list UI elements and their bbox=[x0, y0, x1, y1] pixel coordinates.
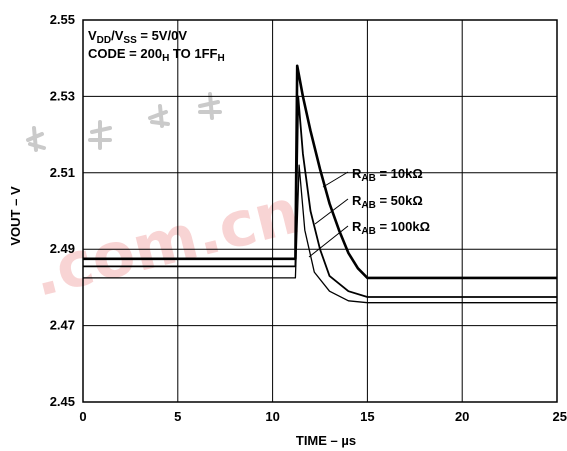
series-line bbox=[83, 164, 557, 304]
condition-code: CODE = 200H TO 1FFH bbox=[88, 46, 225, 64]
condition-supply: VDD/VSS = 5V/0V bbox=[88, 28, 187, 46]
plot-frame bbox=[82, 19, 558, 403]
x-tick-labels: 0 5 10 15 20 25 bbox=[79, 409, 567, 424]
y-tick-label: 2.55 bbox=[50, 12, 75, 27]
x-tick-label: 10 bbox=[265, 409, 279, 424]
y-tick-label: 2.47 bbox=[50, 318, 75, 333]
x-tick-label: 25 bbox=[553, 409, 567, 424]
leader-line-10k bbox=[322, 171, 349, 188]
annotation-100k: RAB = 100kΩ bbox=[352, 219, 430, 237]
watermark-glyph bbox=[26, 126, 46, 152]
y-tick-labels: 2.55 2.53 2.51 2.49 2.47 2.45 bbox=[50, 12, 75, 409]
condition-code-mid: TO 1FF bbox=[169, 46, 217, 61]
y-tick-label: 2.51 bbox=[50, 165, 75, 180]
series-annotations: RAB = 10kΩ RAB = 50kΩ RAB = 100kΩ bbox=[308, 166, 430, 258]
x-tick-label: 20 bbox=[455, 409, 469, 424]
annotation-50k: RAB = 50kΩ bbox=[352, 193, 423, 211]
condition-supply-tail: = 5V/0V bbox=[137, 28, 188, 43]
x-tick-label: 15 bbox=[360, 409, 374, 424]
x-tick-label: 5 bbox=[174, 409, 181, 424]
annotation-100k-main: R bbox=[352, 219, 362, 234]
series-line bbox=[83, 64, 557, 280]
x-axis-title: TIME – µs bbox=[296, 433, 356, 448]
y-tick-label: 2.49 bbox=[50, 241, 75, 256]
condition-supply-main: V bbox=[88, 28, 97, 43]
conditions: VDD/VSS = 5V/0V CODE = 200H TO 1FFH bbox=[88, 28, 225, 64]
condition-code-sub1: H bbox=[162, 53, 169, 64]
annotation-50k-tail: = 50kΩ bbox=[376, 193, 423, 208]
condition-code-sub2: H bbox=[217, 53, 224, 64]
watermark-glyphs bbox=[26, 92, 222, 152]
x-tick-label: 0 bbox=[79, 409, 86, 424]
annotation-100k-tail: = 100kΩ bbox=[376, 219, 430, 234]
y-tick-label: 2.53 bbox=[50, 88, 75, 103]
annotation-10k-main: R bbox=[352, 166, 362, 181]
annotation-50k-sub: AB bbox=[361, 200, 375, 211]
y-axis-title: VOUT – V bbox=[8, 186, 23, 246]
series-line bbox=[83, 95, 557, 298]
watermark-glyph bbox=[148, 104, 170, 128]
watermark-glyph bbox=[198, 92, 222, 120]
annotation-50k-main: R bbox=[352, 193, 362, 208]
condition-supply-sub1: DD bbox=[97, 35, 111, 46]
condition-code-prefix: CODE = 200 bbox=[88, 46, 162, 61]
annotation-10k-tail: = 10kΩ bbox=[376, 166, 423, 181]
leader-line-100k bbox=[308, 225, 349, 258]
condition-supply-mid: /V bbox=[111, 28, 124, 43]
annotation-10k-sub: AB bbox=[361, 173, 375, 184]
annotation-10k: RAB = 10kΩ bbox=[352, 166, 423, 184]
leader-line-50k bbox=[314, 198, 349, 225]
watermark-glyph bbox=[88, 120, 112, 150]
condition-supply-sub2: SS bbox=[123, 35, 137, 46]
y-tick-label: 2.45 bbox=[50, 394, 75, 409]
series-layer bbox=[83, 64, 557, 304]
annotation-100k-sub: AB bbox=[361, 226, 375, 237]
